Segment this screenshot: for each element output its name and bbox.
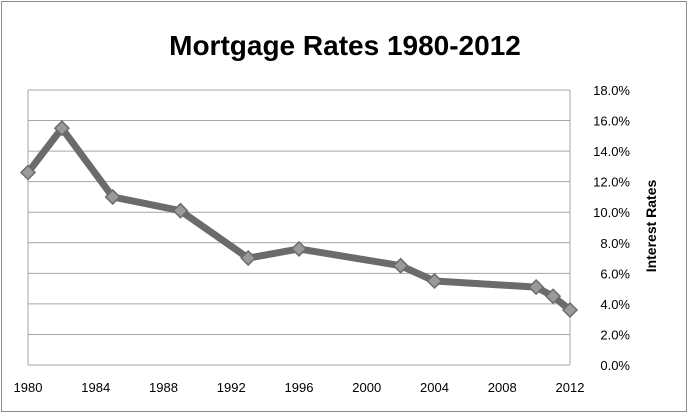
- x-tick-label: 1992: [217, 380, 246, 395]
- x-tick-label: 1988: [149, 380, 178, 395]
- y-tick-label: 4.0%: [600, 297, 630, 312]
- y-tick-label: 8.0%: [600, 236, 630, 251]
- x-tick-labels: 1980 1984 1988 1992 1996 2000 2004 2008 2012: [14, 380, 585, 395]
- y-tick-label: 2.0%: [600, 327, 630, 342]
- data-point-marker: [53, 120, 70, 137]
- data-point-marker: [240, 249, 257, 267]
- data-point-marker: [19, 164, 37, 181]
- x-tick-label: 2004: [420, 380, 449, 395]
- x-tick-label: 2000: [352, 380, 381, 395]
- data-point-marker: [172, 202, 189, 219]
- data-point-marker: [561, 301, 579, 319]
- y-tick-label: 14.0%: [593, 144, 630, 159]
- y-tick-label: 12.0%: [593, 175, 630, 190]
- data-point-marker: [392, 257, 409, 274]
- data-point-marker: [528, 279, 545, 296]
- y-tick-label: 6.0%: [600, 266, 630, 281]
- y-tick-label: 18.0%: [593, 83, 630, 98]
- y-tick-label: 0.0%: [600, 358, 630, 373]
- grid-lines: [27, 89, 571, 366]
- x-tick-label: 2012: [556, 380, 585, 395]
- y-tick-labels: 0.0% 2.0% 4.0% 6.0% 8.0% 10.0% 12.0% 14.0% 16.0%…: [593, 83, 630, 373]
- x-tick-label: 2008: [488, 380, 517, 395]
- chart-title: Mortgage Rates 1980-2012: [169, 30, 521, 61]
- series-line: [24, 124, 574, 314]
- data-point-marker: [426, 272, 443, 290]
- data-point-marker: [290, 240, 308, 257]
- x-tick-label: 1996: [285, 380, 314, 395]
- x-tick-label: 1980: [14, 380, 43, 395]
- y-axis-label: Interest Rates: [643, 179, 659, 272]
- y-tick-label: 16.0%: [593, 114, 630, 129]
- series-group: [19, 120, 579, 319]
- data-point-marker: [545, 288, 562, 305]
- data-point-marker: [104, 188, 121, 206]
- x-tick-label: 1984: [81, 380, 110, 395]
- y-tick-label: 10.0%: [593, 205, 630, 220]
